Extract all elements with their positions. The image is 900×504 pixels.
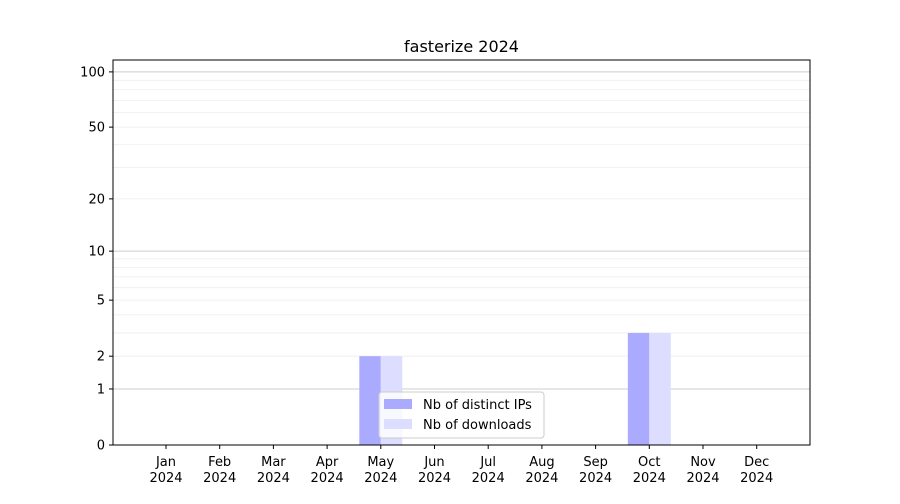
bar-downloads [649, 332, 671, 445]
x-tick-label-line: Sep [583, 455, 608, 470]
x-tick-label-line: 2024 [364, 471, 397, 486]
bar-distinct-ips [627, 332, 650, 445]
x-tick-label-line: 2024 [525, 471, 558, 486]
x-tick-label-line: Mar [261, 455, 286, 470]
plot-frame [112, 59, 811, 446]
x-tick-label: Apr 2024 [311, 455, 344, 486]
x-tick-label: Jan 2024 [149, 455, 182, 486]
x-tick-label-line: Aug [529, 455, 554, 470]
x-tick-label-line: Jun [423, 455, 444, 470]
x-tick-label-line: Oct [638, 455, 660, 470]
legend-label: Nb of downloads [423, 418, 532, 433]
y-tick-label: 0 [97, 439, 105, 454]
y-tick-label: 2 [97, 350, 105, 365]
x-tick-label-line: 2024 [740, 471, 773, 486]
x-tick-label-line: 2024 [203, 471, 236, 486]
y-tick-label: 1 [97, 382, 105, 397]
x-tick-label: Dec 2024 [740, 455, 773, 486]
x-tick-label: May 2024 [364, 455, 397, 486]
legend: Nb of distinct IPs Nb of downloads [378, 391, 545, 439]
x-tick-label-line: 2024 [257, 471, 290, 486]
y-tick-label: 100 [80, 65, 105, 80]
x-tick-label-line: 2024 [633, 471, 666, 486]
y-tick-label: 5 [97, 294, 105, 309]
x-tick-label: Jul 2024 [472, 455, 505, 486]
y-tick-label: 20 [88, 192, 105, 207]
x-tick-label: Aug 2024 [525, 455, 558, 486]
legend-swatch [384, 399, 412, 409]
legend-label: Nb of distinct IPs [423, 398, 532, 413]
y-tick-label: 50 [88, 121, 105, 136]
legend-swatch [384, 419, 412, 429]
y-tick-label: 10 [88, 245, 105, 260]
x-tick-label-line: May [367, 455, 394, 470]
x-tick-label-line: 2024 [418, 471, 451, 486]
x-tick-label-line: 2024 [149, 471, 182, 486]
x-tick-label-line: 2024 [472, 471, 505, 486]
x-tick-label-line: 2024 [579, 471, 612, 486]
x-tick-label: Oct 2024 [633, 455, 666, 486]
x-tick-label-line: 2024 [686, 471, 719, 486]
x-tick-label-line: Jul [479, 455, 496, 470]
x-tick-label-line: Nov [690, 455, 716, 470]
legend-box [378, 391, 545, 439]
x-tick-label: Jun 2024 [418, 455, 451, 486]
x-tick-label-line: Feb [208, 455, 231, 470]
x-tick-label: Sep 2024 [579, 455, 612, 486]
bars [359, 332, 671, 445]
x-tick-label-line: 2024 [311, 471, 344, 486]
grid [113, 71, 810, 390]
bar-distinct-ips [359, 356, 381, 445]
x-tick-label: Feb 2024 [203, 455, 236, 486]
chart-title: fasterize 2024 [404, 37, 519, 56]
y-axis: 0 1 2 5 10 20 50 100 [80, 65, 113, 454]
x-tick-label: Mar 2024 [257, 455, 290, 486]
x-tick-label-line: Apr [316, 455, 339, 470]
x-tick-label-line: Dec [744, 455, 769, 470]
x-tick-label-line: Jan [155, 455, 176, 470]
x-tick-label: Nov 2024 [686, 455, 719, 486]
